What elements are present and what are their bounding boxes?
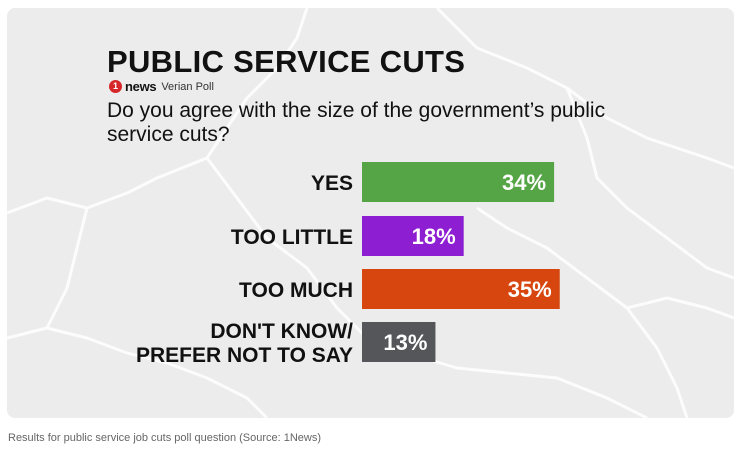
bar-value-label-1: 18% [412,224,456,249]
bar-chart: 34% YES 18% TOO LITTLE 35% TOO MUCH 13% DON'T K… [136,162,560,367]
bar-value-label-0: 34% [502,170,546,195]
brand-line: 1 news Verian Poll [109,79,214,94]
poll-question: Do you agree with the size of the govern… [107,99,606,146]
bar-value-label-3: 13% [383,330,427,355]
bar-value-label-2: 35% [508,277,552,302]
map-background [7,8,734,418]
bar-3 [362,322,436,362]
bar-0 [362,162,555,202]
category-label-1-0: TOO LITTLE [231,226,353,249]
category-label-3-0: DON'T KNOW/ [210,320,353,343]
bar-2 [362,269,560,309]
brand-name: news [125,79,157,94]
category-label-3-1: PREFER NOT TO SAY [136,344,353,367]
category-label-0-0: YES [311,172,353,195]
1news-logo-icon: 1 [109,80,122,93]
category-label-2-0: TOO MUCH [239,279,353,302]
brand-subtitle: Verian Poll [161,80,214,93]
image-caption: Results for public service job cuts poll… [8,432,322,444]
chart-title: PUBLIC SERVICE CUTS [107,44,466,79]
bar-1 [362,216,464,256]
